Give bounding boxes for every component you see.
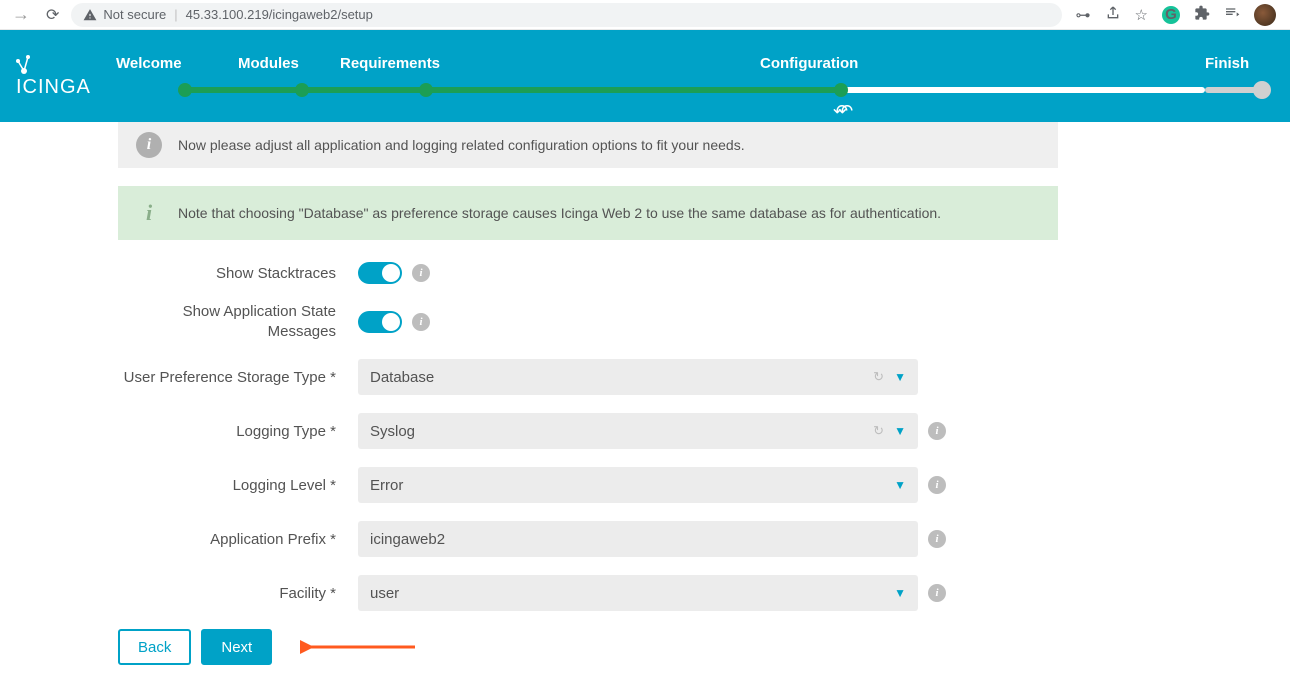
next-button[interactable]: Next [201, 629, 272, 665]
chevron-down-icon: ▼ [894, 370, 906, 384]
pref-storage-select[interactable]: Database ↻ ▼ [358, 359, 918, 395]
wizard-step-dot [295, 83, 309, 97]
chevron-down-icon: ▼ [894, 478, 906, 492]
security-warning: Not secure [83, 7, 166, 22]
wizard-step-dot [834, 83, 848, 97]
wizard-step-dot [419, 83, 433, 97]
url-text: 45.33.100.219/icingaweb2/setup [186, 7, 373, 22]
chevron-down-icon: ▼ [894, 586, 906, 600]
logo-text: ICINGA [16, 76, 91, 98]
extensions-icon[interactable] [1194, 5, 1210, 25]
app-prefix-input[interactable] [358, 521, 918, 557]
pref-storage-value: Database [370, 369, 434, 386]
logging-type-select[interactable]: Syslog ↻ ▼ [358, 413, 918, 449]
help-icon[interactable]: i [928, 422, 946, 440]
help-icon[interactable]: i [412, 264, 430, 282]
help-icon[interactable]: i [412, 313, 430, 331]
note-icon: i [136, 200, 162, 226]
wizard-step-label: Finish [1205, 55, 1249, 72]
help-icon[interactable]: i [928, 584, 946, 602]
bookmark-icon[interactable]: ☆ [1135, 6, 1148, 24]
reading-list-icon[interactable] [1224, 5, 1240, 25]
info-icon: i [136, 132, 162, 158]
reload-button[interactable]: ⟳ [42, 5, 63, 25]
info-text: Now please adjust all application and lo… [178, 137, 745, 153]
logging-level-select[interactable]: Error ▼ [358, 467, 918, 503]
app-prefix-label: Application Prefix * [118, 531, 358, 548]
browser-chrome: → ⟳ Not secure | 45.33.100.219/icingaweb… [0, 0, 1290, 30]
key-icon[interactable]: ⊶ [1076, 6, 1091, 24]
help-icon[interactable]: i [928, 530, 946, 548]
icinga-logo: ICINGA [0, 51, 120, 101]
wizard-step-dot [1253, 81, 1271, 99]
note-text: Note that choosing "Database" as prefere… [178, 205, 941, 221]
help-icon[interactable]: i [928, 476, 946, 494]
app-state-toggle[interactable] [358, 311, 402, 333]
facility-label: Facility * [118, 585, 358, 602]
facility-value: user [370, 585, 399, 602]
wizard-step-label: Configuration [760, 55, 858, 72]
wizard-step-dot [178, 83, 192, 97]
setup-header: ICINGA Welcome Modules Requirements Configu… [0, 30, 1290, 122]
wizard-step-label: Welcome [116, 55, 182, 72]
grammarly-icon[interactable]: G [1162, 6, 1180, 24]
logging-type-value: Syslog [370, 423, 415, 440]
warning-icon [83, 8, 97, 22]
url-separator: | [174, 7, 177, 22]
note-banner: i Note that choosing "Database" as prefe… [118, 186, 1058, 240]
wizard-step-label: Requirements [340, 55, 440, 72]
spinner-icon: ↻ [873, 423, 884, 439]
wizard-step-label: Modules [238, 55, 299, 72]
logging-level-label: Logging Level * [118, 477, 358, 494]
wizard-progress: WelcomeModulesRequirementsConfigurationF… [120, 55, 1290, 97]
stacktraces-label: Show Stacktraces [118, 265, 358, 282]
back-button[interactable]: Back [118, 629, 191, 665]
config-form: Show Stacktraces i Show Application Stat… [118, 262, 1058, 665]
share-icon[interactable] [1105, 5, 1121, 25]
annotation-arrow [300, 635, 420, 659]
button-row: Back Next [118, 629, 1058, 665]
wizard-bar [186, 87, 842, 93]
setup-content: i Now please adjust all application and … [118, 122, 1058, 665]
spinner-icon: ↻ [873, 369, 884, 385]
info-banner: i Now please adjust all application and … [118, 122, 1058, 168]
logging-level-value: Error [370, 477, 403, 494]
not-secure-label: Not secure [103, 7, 166, 22]
stacktraces-toggle[interactable] [358, 262, 402, 284]
sub-step-icon: ↶↶ [833, 101, 843, 122]
url-bar[interactable]: Not secure | 45.33.100.219/icingaweb2/se… [71, 3, 1061, 27]
logging-type-label: Logging Type * [118, 423, 358, 440]
chrome-right-icons: ⊶ ☆ G [1070, 4, 1282, 26]
chevron-down-icon: ▼ [894, 424, 906, 438]
pref-storage-label: User Preference Storage Type * [118, 369, 358, 386]
forward-button[interactable]: → [8, 4, 34, 25]
facility-select[interactable]: user ▼ [358, 575, 918, 611]
app-state-label: Show Application State Messages [118, 302, 358, 341]
profile-avatar[interactable] [1254, 4, 1276, 26]
wizard-bar [842, 87, 1205, 93]
